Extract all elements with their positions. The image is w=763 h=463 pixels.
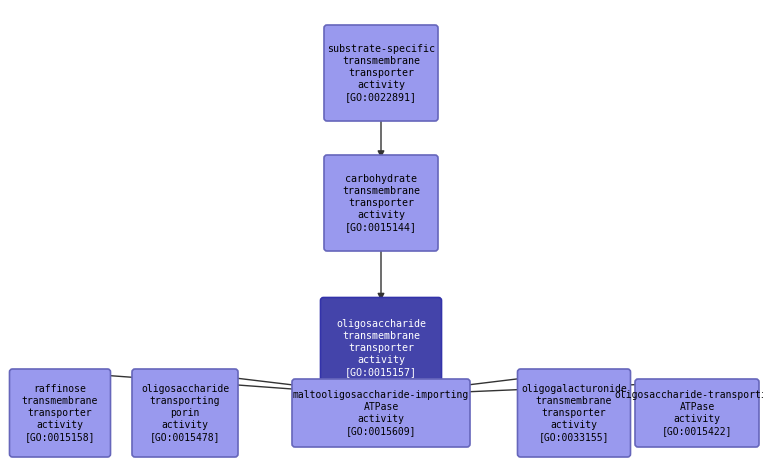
Text: oligosaccharide-transporting
ATPase
activity
[GO:0015422]: oligosaccharide-transporting ATPase acti…: [615, 390, 763, 436]
FancyBboxPatch shape: [517, 369, 630, 457]
FancyBboxPatch shape: [9, 369, 111, 457]
Text: oligosaccharide
transporting
porin
activity
[GO:0015478]: oligosaccharide transporting porin activ…: [141, 384, 229, 442]
FancyBboxPatch shape: [320, 298, 442, 399]
Text: raffinose
transmembrane
transporter
activity
[GO:0015158]: raffinose transmembrane transporter acti…: [22, 384, 98, 442]
Text: oligogalacturonide
transmembrane
transporter
activity
[GO:0033155]: oligogalacturonide transmembrane transpo…: [521, 384, 627, 442]
Text: substrate-specific
transmembrane
transporter
activity
[GO:0022891]: substrate-specific transmembrane transpo…: [327, 44, 435, 102]
Text: carbohydrate
transmembrane
transporter
activity
[GO:0015144]: carbohydrate transmembrane transporter a…: [342, 174, 420, 232]
Text: oligosaccharide
transmembrane
transporter
activity
[GO:0015157]: oligosaccharide transmembrane transporte…: [336, 319, 426, 377]
FancyBboxPatch shape: [324, 25, 438, 121]
FancyBboxPatch shape: [324, 155, 438, 251]
FancyBboxPatch shape: [132, 369, 238, 457]
FancyBboxPatch shape: [635, 379, 759, 447]
Text: maltooligosaccharide-importing
ATPase
activity
[GO:0015609]: maltooligosaccharide-importing ATPase ac…: [293, 390, 469, 436]
FancyBboxPatch shape: [292, 379, 470, 447]
